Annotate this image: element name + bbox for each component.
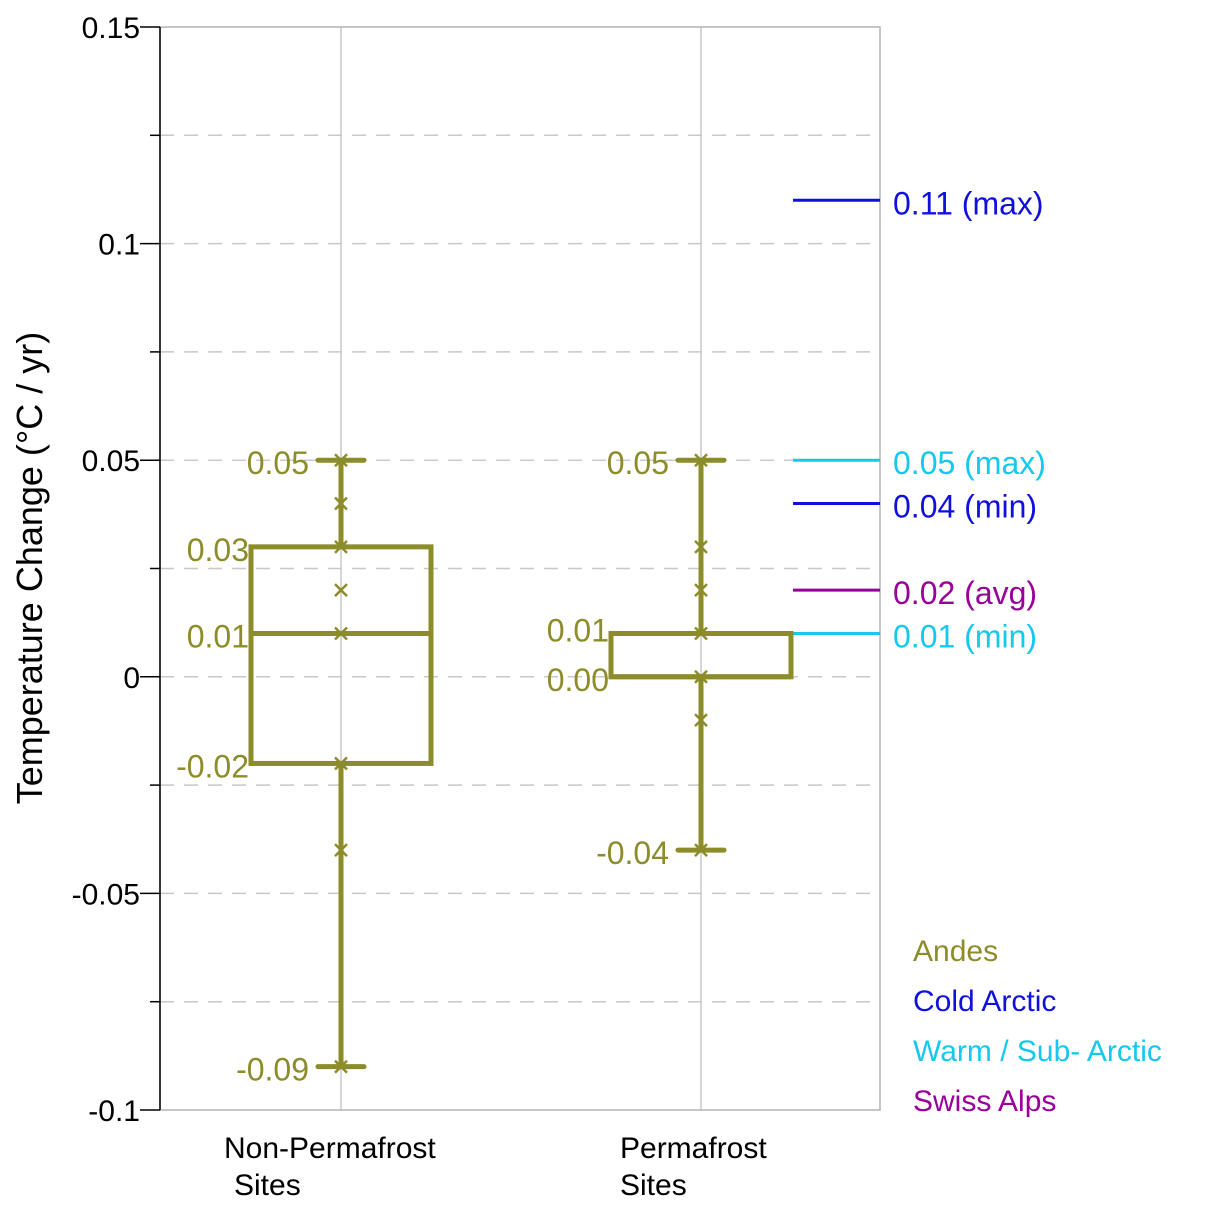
box-value-label: -0.02: [176, 748, 249, 784]
box-value-label: 0.01: [547, 612, 609, 648]
box-value-label: 0.01: [187, 618, 249, 654]
box-value-label: 0.03: [187, 532, 249, 568]
box-value-label: 0.05: [607, 445, 669, 481]
data-point: [694, 583, 708, 598]
reference-line-label: 0.04 (min): [893, 489, 1037, 525]
category-label-line2: Sites: [234, 1169, 301, 1202]
data-point: [694, 453, 708, 468]
category-label-line1: Permafrost: [620, 1132, 767, 1165]
data-point: [334, 453, 348, 468]
legend-entry: Swiss Alps: [913, 1085, 1056, 1118]
category-label-line2: Sites: [620, 1169, 687, 1202]
data-point: [694, 539, 708, 554]
data-point: [334, 626, 348, 641]
legend-entry: Warm / Sub- Arctic: [913, 1035, 1162, 1068]
box-value-label: -0.04: [596, 835, 669, 871]
y-axis-label: Temperature Change (°C / yr): [9, 332, 50, 805]
box-series: 0.05 0.03 0.01 -0.02 -0.09 0.05 0.01 0.00 -0.04: [176, 445, 794, 1088]
reference-line-label: 0.05 (max): [893, 445, 1046, 481]
box-value-label: 0.05: [247, 445, 309, 481]
box-plot: 0.05 0.03 0.01 -0.02 -0.09: [176, 445, 434, 1088]
box-value-label: -0.09: [236, 1052, 309, 1088]
category-label-line1: Non-Permafrost: [224, 1132, 436, 1165]
legend-entry: Andes: [913, 935, 998, 968]
y-tick-label: 0: [123, 662, 140, 695]
y-tick-label: 0.1: [98, 229, 140, 262]
data-point: [694, 843, 708, 857]
data-point: [694, 713, 708, 728]
y-tick-label: -0.05: [72, 878, 140, 911]
data-point: [334, 496, 348, 511]
data-point: [694, 626, 708, 641]
y-tick-label: 0.05: [82, 445, 140, 478]
data-point: [334, 1059, 348, 1074]
box-value-label: 0.00: [547, 662, 609, 698]
reference-line-label: 0.01 (min): [893, 618, 1037, 654]
data-point: [334, 756, 348, 771]
reference-lines: 0.11 (max) 0.05 (max) 0.04 (min) 0.02 (avg)…: [793, 185, 1046, 654]
reference-line-label: 0.11 (max): [893, 185, 1044, 221]
data-point: [694, 669, 708, 684]
data-point: [334, 843, 348, 857]
box-plot: 0.05 0.01 0.00 -0.04: [547, 445, 794, 871]
y-tick-label: -0.1: [88, 1095, 140, 1128]
legend: Andes Cold Arctic Warm / Sub- Arctic Swiss …: [913, 935, 1162, 1118]
y-tick-label: 0.15: [82, 12, 140, 45]
data-point: [334, 539, 348, 554]
legend-entry: Cold Arctic: [913, 985, 1056, 1018]
grid-layer: [160, 27, 880, 1110]
y-axis: 0.15 0.1 0.05 0 -0.05 -0.1: [72, 12, 161, 1128]
reference-line-label: 0.02 (avg): [893, 575, 1037, 611]
category-labels: Non-Permafrost Sites Permafrost Sites: [224, 1132, 767, 1202]
data-point: [334, 583, 348, 598]
